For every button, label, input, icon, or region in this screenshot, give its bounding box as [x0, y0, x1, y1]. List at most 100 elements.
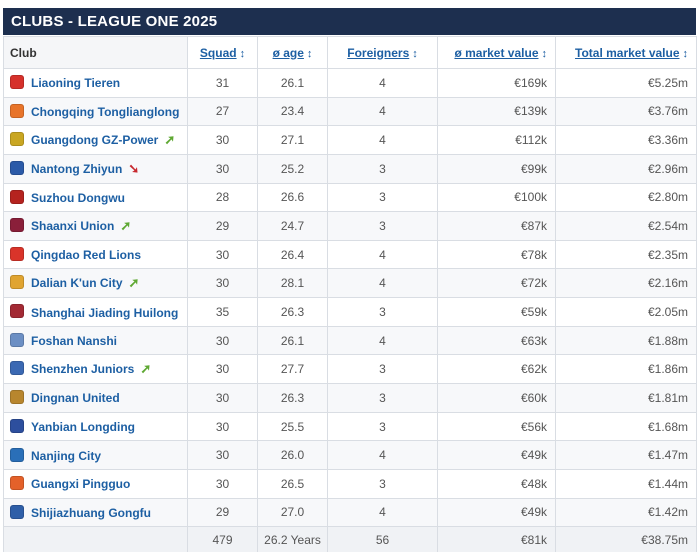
avg-market-value-cell: €87k	[437, 211, 556, 241]
club-crest-icon	[10, 361, 24, 376]
total-market-value-cell: €5.25m	[555, 68, 697, 98]
total-avg-value: €81k	[437, 526, 556, 552]
total-value-header-label: Total market value	[575, 45, 680, 60]
club-crest-icon	[10, 189, 24, 204]
avg-market-value-cell: €62k	[437, 354, 556, 385]
table-row: Liaoning Tieren 31 26.1 4 €169k €5.25m	[3, 68, 697, 98]
avg-market-value-cell: €78k	[437, 239, 556, 270]
total-market-value-cell: €1.42m	[555, 497, 697, 528]
age-cell: 27.0	[257, 497, 328, 528]
table-row: Shanghai Jiading Huilong 35 26.3 3 €59k €2.05…	[3, 297, 697, 327]
club-name-link[interactable]: Yanbian Longding	[31, 419, 135, 434]
foreigners-cell: 3	[327, 468, 438, 499]
club-crest-icon	[10, 447, 24, 462]
club-cell: Shenzhen Juniors ➚	[3, 354, 188, 385]
totals-label-cell	[3, 526, 188, 552]
avg-market-value-cell: €72k	[437, 268, 556, 299]
table-row: Chongqing Tonglianglong 27 23.4 4 €139k €3.76…	[3, 96, 697, 127]
foreigners-cell: 4	[327, 125, 438, 155]
club-name-link[interactable]: Foshan Nanshi	[31, 334, 118, 348]
club-name-link[interactable]: Shanghai Jiading Huilong	[31, 305, 179, 320]
club-name-link[interactable]: Chongqing Tonglianglong	[31, 104, 180, 119]
club-crest-icon	[10, 103, 24, 118]
total-squad: 479	[187, 526, 258, 552]
column-header-foreigners[interactable]: Foreigners ↕	[327, 36, 438, 69]
club-name-link[interactable]: Qingdao Red Lions	[31, 248, 141, 263]
totals-row: 479 26.2 Years 56 €81k €38.75m	[3, 526, 697, 552]
age-cell: 24.7	[257, 211, 328, 241]
foreigners-cell: 4	[327, 440, 438, 470]
table-row: Shaanxi Union ➚ 29 24.7 3 €87k €2.54m	[3, 211, 697, 241]
column-header-club: Club	[3, 36, 188, 69]
club-crest-icon	[10, 304, 24, 319]
club-name-link[interactable]: Suzhou Dongwu	[31, 190, 125, 205]
table-row: Nantong Zhiyun ➘ 30 25.2 3 €99k €2.96m	[3, 153, 697, 184]
total-market-value: €38.75m	[555, 526, 697, 552]
age-cell: 28.1	[257, 268, 328, 299]
table-row: Foshan Nanshi 30 26.1 4 €63k €1.88m	[3, 325, 697, 356]
club-crest-icon	[10, 247, 24, 262]
total-age: 26.2 Years	[257, 526, 328, 552]
table-row: Dalian K'un City ➚ 30 28.1 4 €72k €2.16m	[3, 268, 697, 299]
age-cell: 26.3	[257, 297, 328, 327]
avg-market-value-cell: €49k	[437, 440, 556, 470]
sort-icon: ↕	[541, 47, 548, 60]
squad-cell: 30	[187, 354, 258, 385]
club-name-link[interactable]: Liaoning Tieren	[31, 76, 121, 91]
squad-cell: 30	[187, 268, 258, 299]
age-cell: 25.2	[257, 153, 328, 184]
age-cell: 26.5	[257, 468, 328, 499]
club-name-link[interactable]: Nantong Zhiyun	[31, 161, 123, 176]
avg-market-value-cell: €139k	[437, 96, 556, 127]
foreigners-cell: 3	[327, 297, 438, 327]
foreigners-cell: 4	[327, 268, 438, 299]
table-row: Guangxi Pingguo 30 26.5 3 €48k €1.44m	[3, 468, 697, 499]
column-header-squad[interactable]: Squad ↕	[187, 36, 258, 69]
age-cell: 26.0	[257, 440, 328, 470]
foreigners-cell: 3	[327, 153, 438, 184]
table-row: Qingdao Red Lions 30 26.4 4 €78k €2.35m	[3, 239, 697, 270]
column-header-age[interactable]: ø age ↕	[257, 36, 328, 69]
total-market-value-cell: €1.47m	[555, 440, 697, 470]
club-name-link[interactable]: Dingnan United	[31, 391, 120, 406]
age-cell: 26.1	[257, 325, 328, 356]
foreigners-cell: 4	[327, 96, 438, 127]
squad-cell: 27	[187, 96, 258, 127]
club-crest-icon	[10, 418, 24, 433]
club-name-link[interactable]: Shenzhen Juniors	[31, 362, 135, 377]
club-crest-icon	[10, 275, 24, 290]
avg-market-value-cell: €100k	[437, 182, 556, 213]
total-market-value-cell: €3.36m	[555, 125, 697, 155]
avg-market-value-cell: €99k	[437, 153, 556, 184]
club-name-link[interactable]: Guangxi Pingguo	[31, 477, 131, 492]
total-foreigners: 56	[327, 526, 438, 552]
foreigners-cell: 3	[327, 383, 438, 413]
club-name-link[interactable]: Shaanxi Union	[31, 219, 115, 234]
sort-icon: ↕	[306, 47, 313, 60]
column-header-avg-market-value[interactable]: ø market value ↕	[437, 36, 556, 69]
age-cell: 26.3	[257, 383, 328, 413]
table-row: Shenzhen Juniors ➚ 30 27.7 3 €62k €1.86m	[3, 354, 697, 385]
foreigners-header-label: Foreigners	[347, 45, 410, 60]
column-header-total-market-value[interactable]: Total market value ↕	[555, 36, 697, 69]
club-crest-icon	[10, 504, 24, 519]
age-cell: 25.5	[257, 411, 328, 442]
table-row: Guangdong GZ-Power ➚ 30 27.1 4 €112k €3.36m	[3, 125, 697, 155]
relegated-arrow-icon: ➘	[128, 160, 140, 176]
club-name-link[interactable]: Shijiazhuang Gongfu	[31, 505, 151, 520]
sort-icon: ↕	[682, 47, 689, 60]
sort-icon: ↕	[239, 47, 246, 60]
club-crest-icon	[10, 218, 24, 233]
club-name-link[interactable]: Guangdong GZ-Power	[31, 133, 159, 148]
table-row: Dingnan United 30 26.3 3 €60k €1.81m	[3, 383, 697, 413]
total-market-value-cell: €2.05m	[555, 297, 697, 327]
club-crest-icon	[10, 390, 24, 405]
club-name-link[interactable]: Dalian K'un City	[31, 276, 123, 291]
club-cell: Qingdao Red Lions	[3, 239, 188, 270]
avg-market-value-cell: €49k	[437, 497, 556, 528]
club-crest-icon	[10, 75, 24, 90]
club-crest-icon	[10, 333, 24, 347]
table-row: Yanbian Longding 30 25.5 3 €56k €1.68m	[3, 411, 697, 442]
club-name-link[interactable]: Nanjing City	[31, 448, 102, 463]
club-cell: Nanjing City	[3, 440, 188, 470]
